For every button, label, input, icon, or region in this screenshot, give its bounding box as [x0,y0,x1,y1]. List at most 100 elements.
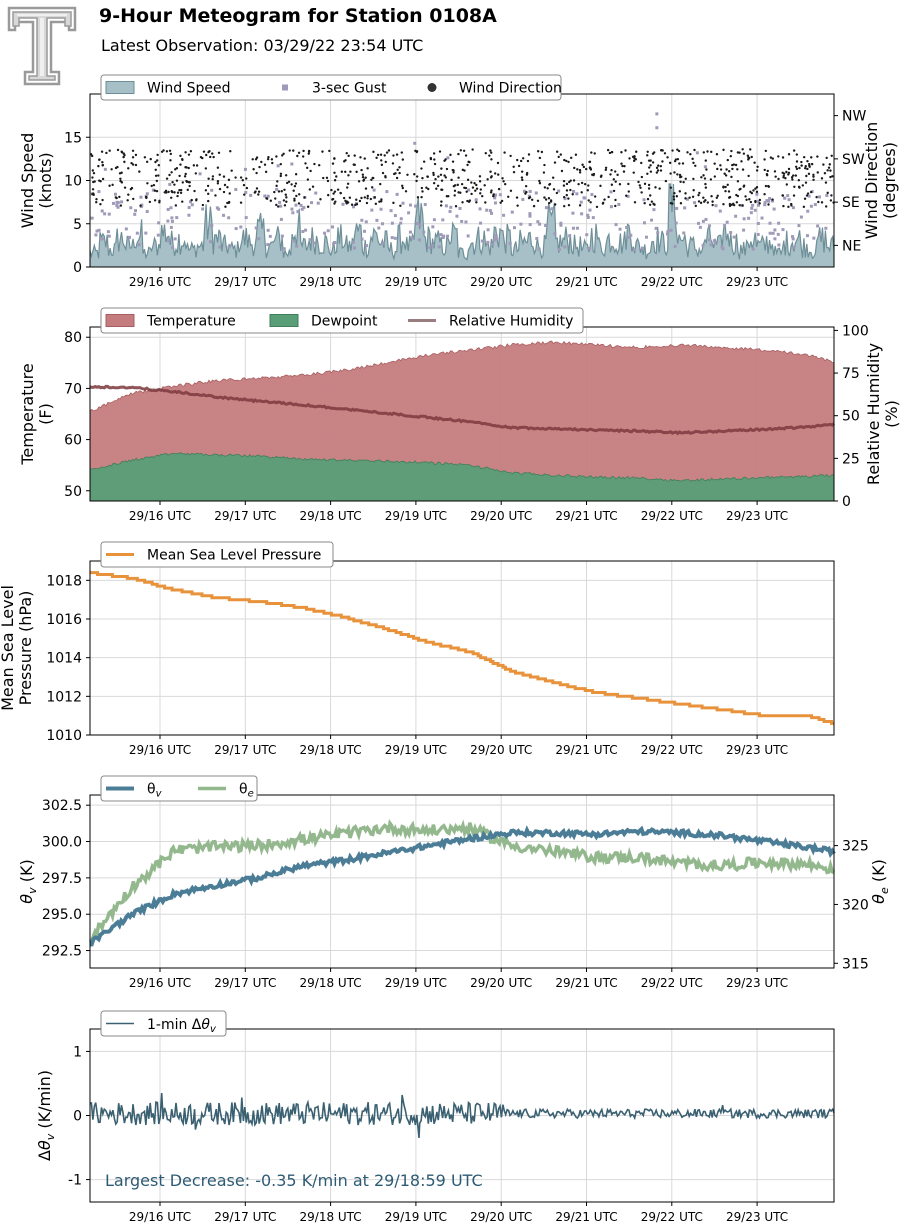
gust-point [816,224,820,228]
wind-direction-point [697,193,700,197]
wind-direction-point [661,160,664,163]
wind-direction-point [353,154,356,157]
gust-point [299,203,303,207]
wind-direction-point [681,162,685,165]
axis-label: Δθv (K/min) [35,1070,57,1161]
wind-direction-point [379,153,383,156]
y2-tick-label: 325 [842,839,869,855]
wind-direction-point [565,189,569,192]
gust-point [413,141,417,145]
wind-direction-point [694,204,698,208]
wind-direction-point [132,197,135,201]
gust-point [352,246,356,250]
legend-label: Mean Sea Level Pressure [147,548,321,564]
wind-direction-point [777,155,780,158]
wind-direction-point [517,164,521,168]
gust-point [712,239,716,243]
gust-point [650,218,654,222]
x-tick-label: 29/17 UTC [214,275,276,289]
dewpoint-area [89,452,835,502]
wind-direction-point [595,205,599,209]
wind-direction-point [787,153,791,156]
y-tick-label: 300.0 [42,835,82,851]
wind-direction-point [185,166,188,169]
gust-point [510,210,514,214]
gust-point [825,193,829,197]
wind-direction-point [420,167,423,170]
wind-direction-point [563,204,566,208]
wind-direction-point [445,195,449,198]
wind-direction-point [280,190,283,193]
wind-direction-point [333,179,337,182]
gust-point [173,237,177,241]
x-tick-label: 29/23 UTC [726,976,788,990]
gust-point [557,247,561,251]
wind-direction-point [384,160,387,164]
wind-direction-point [420,186,424,190]
gust-point [133,209,137,213]
wind-direction-point [129,188,133,191]
wind-direction-point [577,182,580,186]
wind-direction-point [195,164,199,167]
wind-direction-point [666,156,669,159]
gust-point [448,209,452,213]
gust-point [111,201,115,205]
wind-direction-point [462,149,466,152]
legend-box [100,775,258,802]
legend-swatch [282,84,288,91]
wind-direction-point [710,150,713,154]
wind-direction-point [91,176,94,179]
wind-direction-point [655,166,659,170]
wind-direction-point [366,197,369,200]
wind-direction-point [243,193,246,196]
gust-point [390,221,394,225]
wind-direction-point [453,184,457,187]
wind-direction-point [735,193,738,197]
wind-direction-point [628,157,631,160]
wind-direction-point [457,152,460,156]
wind-direction-point [101,164,104,167]
wind-direction-point [143,156,147,159]
wind-direction-point [193,189,196,193]
gust-point [466,234,470,238]
wind-direction-point [364,176,367,179]
gust-point [393,236,397,240]
wind-direction-point [490,151,493,154]
gust-point [210,188,214,192]
wind-direction-point [540,150,544,154]
wind-direction-point [110,168,113,171]
wind-direction-point [266,157,270,161]
wind-direction-point [461,201,464,204]
wind-direction-point [727,170,731,173]
gust-point [809,204,813,208]
wind-direction-point [153,189,157,192]
wind-direction-point [227,201,231,205]
wind-direction-point [526,159,530,163]
gust-point [326,229,330,233]
wind-direction-point [565,159,568,163]
wind-direction-point [488,154,491,157]
gust-point [703,165,707,169]
wind-direction-point [573,166,576,170]
gust-point [190,203,194,207]
wind-direction-point [640,175,644,179]
wind-direction-point [643,182,647,186]
wind-direction-point [773,170,777,173]
wind-direction-point [678,190,682,193]
wind-direction-point [211,175,215,178]
wind-direction-point [736,180,740,183]
gust-point [116,205,120,209]
wind-direction-point [162,149,165,152]
wind-direction-point [199,155,203,159]
y-tick-label: 15 [64,130,82,146]
gust-point [478,207,482,211]
wind-direction-point [475,187,479,190]
wind-direction-point [416,196,420,199]
gust-point [218,245,222,249]
wind-direction-point [440,167,443,170]
gust-point [495,237,499,241]
wind-direction-point [702,151,705,154]
wind-direction-point [150,184,153,188]
wind-direction-point [478,175,482,178]
chart-title: 9-Hour Meteogram for Station 0108A [99,5,497,27]
